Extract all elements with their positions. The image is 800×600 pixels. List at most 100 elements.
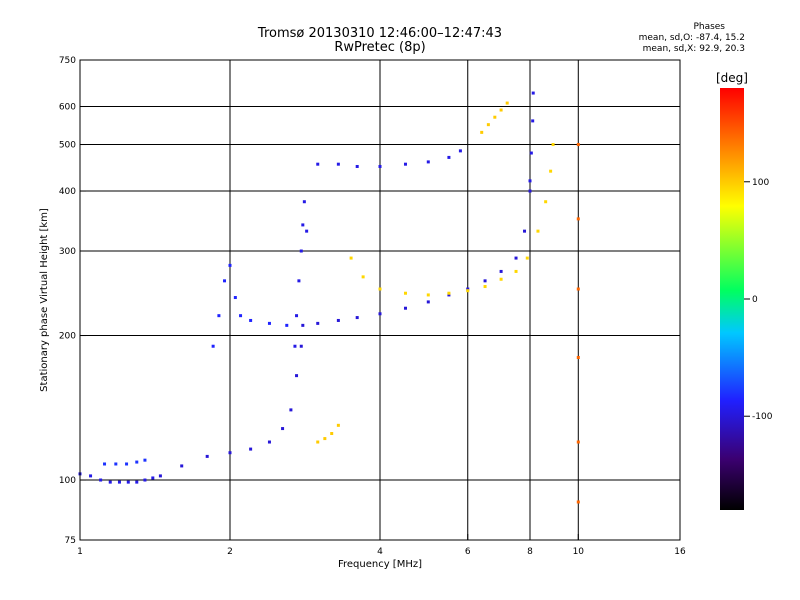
phases-stats-o: mean, sd,O: -87.4, 15.2 <box>638 33 745 43</box>
grid-lines <box>80 60 680 540</box>
data-point <box>486 123 490 127</box>
data-point <box>223 279 227 283</box>
data-point <box>378 287 382 291</box>
x-tick-label: 10 <box>573 547 585 557</box>
data-point <box>295 314 299 318</box>
chart-title: Tromsø 20130310 12:46:00–12:47:43 <box>257 26 503 41</box>
y-tick-label: 400 <box>59 187 76 197</box>
data-point <box>114 462 118 466</box>
data-point <box>267 321 271 325</box>
y-tick-label: 750 <box>59 56 76 66</box>
x-tick-label: 6 <box>465 547 471 557</box>
colorbar <box>720 88 744 510</box>
data-point <box>480 130 484 134</box>
x-tick-label: 8 <box>527 547 533 557</box>
data-point <box>135 480 139 484</box>
data-point <box>576 217 580 221</box>
x-tick-label: 1 <box>77 547 83 557</box>
data-point <box>299 249 303 253</box>
data-point <box>361 275 365 279</box>
data-point <box>536 229 540 233</box>
data-point <box>523 229 527 233</box>
data-point <box>514 256 518 260</box>
phases-stats-x: mean, sd,X: 92.9, 20.3 <box>642 44 745 54</box>
data-point <box>447 293 451 297</box>
data-point <box>108 480 112 484</box>
data-point <box>301 223 305 227</box>
y-tick-label: 75 <box>65 536 76 546</box>
phases-stats-title: Phases <box>693 22 725 32</box>
y-axis-label: Stationary phase Virtual Height [km] <box>39 208 50 392</box>
data-point <box>126 480 130 484</box>
data-point <box>447 155 451 159</box>
x-tick-label: 16 <box>674 547 686 557</box>
y-tick-label: 300 <box>59 247 76 257</box>
data-point <box>316 162 320 166</box>
data-point <box>378 312 382 316</box>
data-point <box>458 149 462 153</box>
data-point <box>349 256 353 260</box>
colorbar-unit-label: [deg] <box>716 71 748 85</box>
data-point <box>228 451 232 455</box>
x-tick-label: 4 <box>377 547 383 557</box>
data-point <box>316 440 320 444</box>
data-point <box>576 440 580 444</box>
data-point <box>103 462 107 466</box>
data-point <box>525 256 529 260</box>
data-point <box>499 277 503 281</box>
data-point <box>505 101 509 105</box>
data-point <box>233 296 237 300</box>
data-point <box>403 162 407 166</box>
data-point <box>447 291 451 295</box>
data-point <box>143 478 147 482</box>
data-point <box>158 474 162 478</box>
data-point <box>293 344 297 348</box>
data-point <box>89 474 93 478</box>
data-point <box>117 480 121 484</box>
data-point <box>289 408 293 412</box>
colorbar-tick-label: 100 <box>752 178 769 188</box>
colorbar-tick-label: -100 <box>752 412 773 422</box>
data-point <box>378 164 382 168</box>
y-tick-label: 600 <box>59 103 76 113</box>
data-point <box>528 189 532 193</box>
axis-ticks: 1 2 4 6 8 10 16 75 100 200 300 400 500 600 750 <box>59 56 686 557</box>
data-point <box>285 323 289 327</box>
data-point <box>576 500 580 504</box>
data-point <box>267 440 271 444</box>
data-point <box>249 318 253 322</box>
y-tick-label: 100 <box>59 476 76 486</box>
data-points <box>78 91 580 504</box>
data-point <box>316 321 320 325</box>
data-point <box>299 344 303 348</box>
data-point <box>493 115 497 119</box>
data-point <box>336 318 340 322</box>
data-point <box>125 462 129 466</box>
data-point <box>323 437 327 441</box>
data-point <box>336 162 340 166</box>
y-tick-label: 500 <box>59 141 76 151</box>
chart-subtitle: RwPretec (8p) <box>334 40 426 55</box>
data-point <box>355 164 359 168</box>
data-point <box>217 314 221 318</box>
x-axis-label: Frequency [MHz] <box>338 559 422 570</box>
y-tick-label: 200 <box>59 332 76 342</box>
data-point <box>302 200 306 204</box>
data-point <box>499 269 503 273</box>
data-point <box>551 143 555 147</box>
data-point <box>151 476 155 480</box>
data-point <box>544 200 548 204</box>
data-point <box>295 374 299 378</box>
data-point <box>330 432 334 436</box>
data-point <box>305 229 309 233</box>
colorbar-ticks: 100 0 -100 <box>744 178 773 422</box>
data-point <box>99 478 103 482</box>
x-tick-label: 2 <box>227 547 233 557</box>
data-point <box>483 279 487 283</box>
data-point <box>528 179 532 183</box>
data-point <box>576 355 580 359</box>
data-point <box>403 306 407 310</box>
data-point <box>483 285 487 289</box>
data-point <box>426 293 430 297</box>
